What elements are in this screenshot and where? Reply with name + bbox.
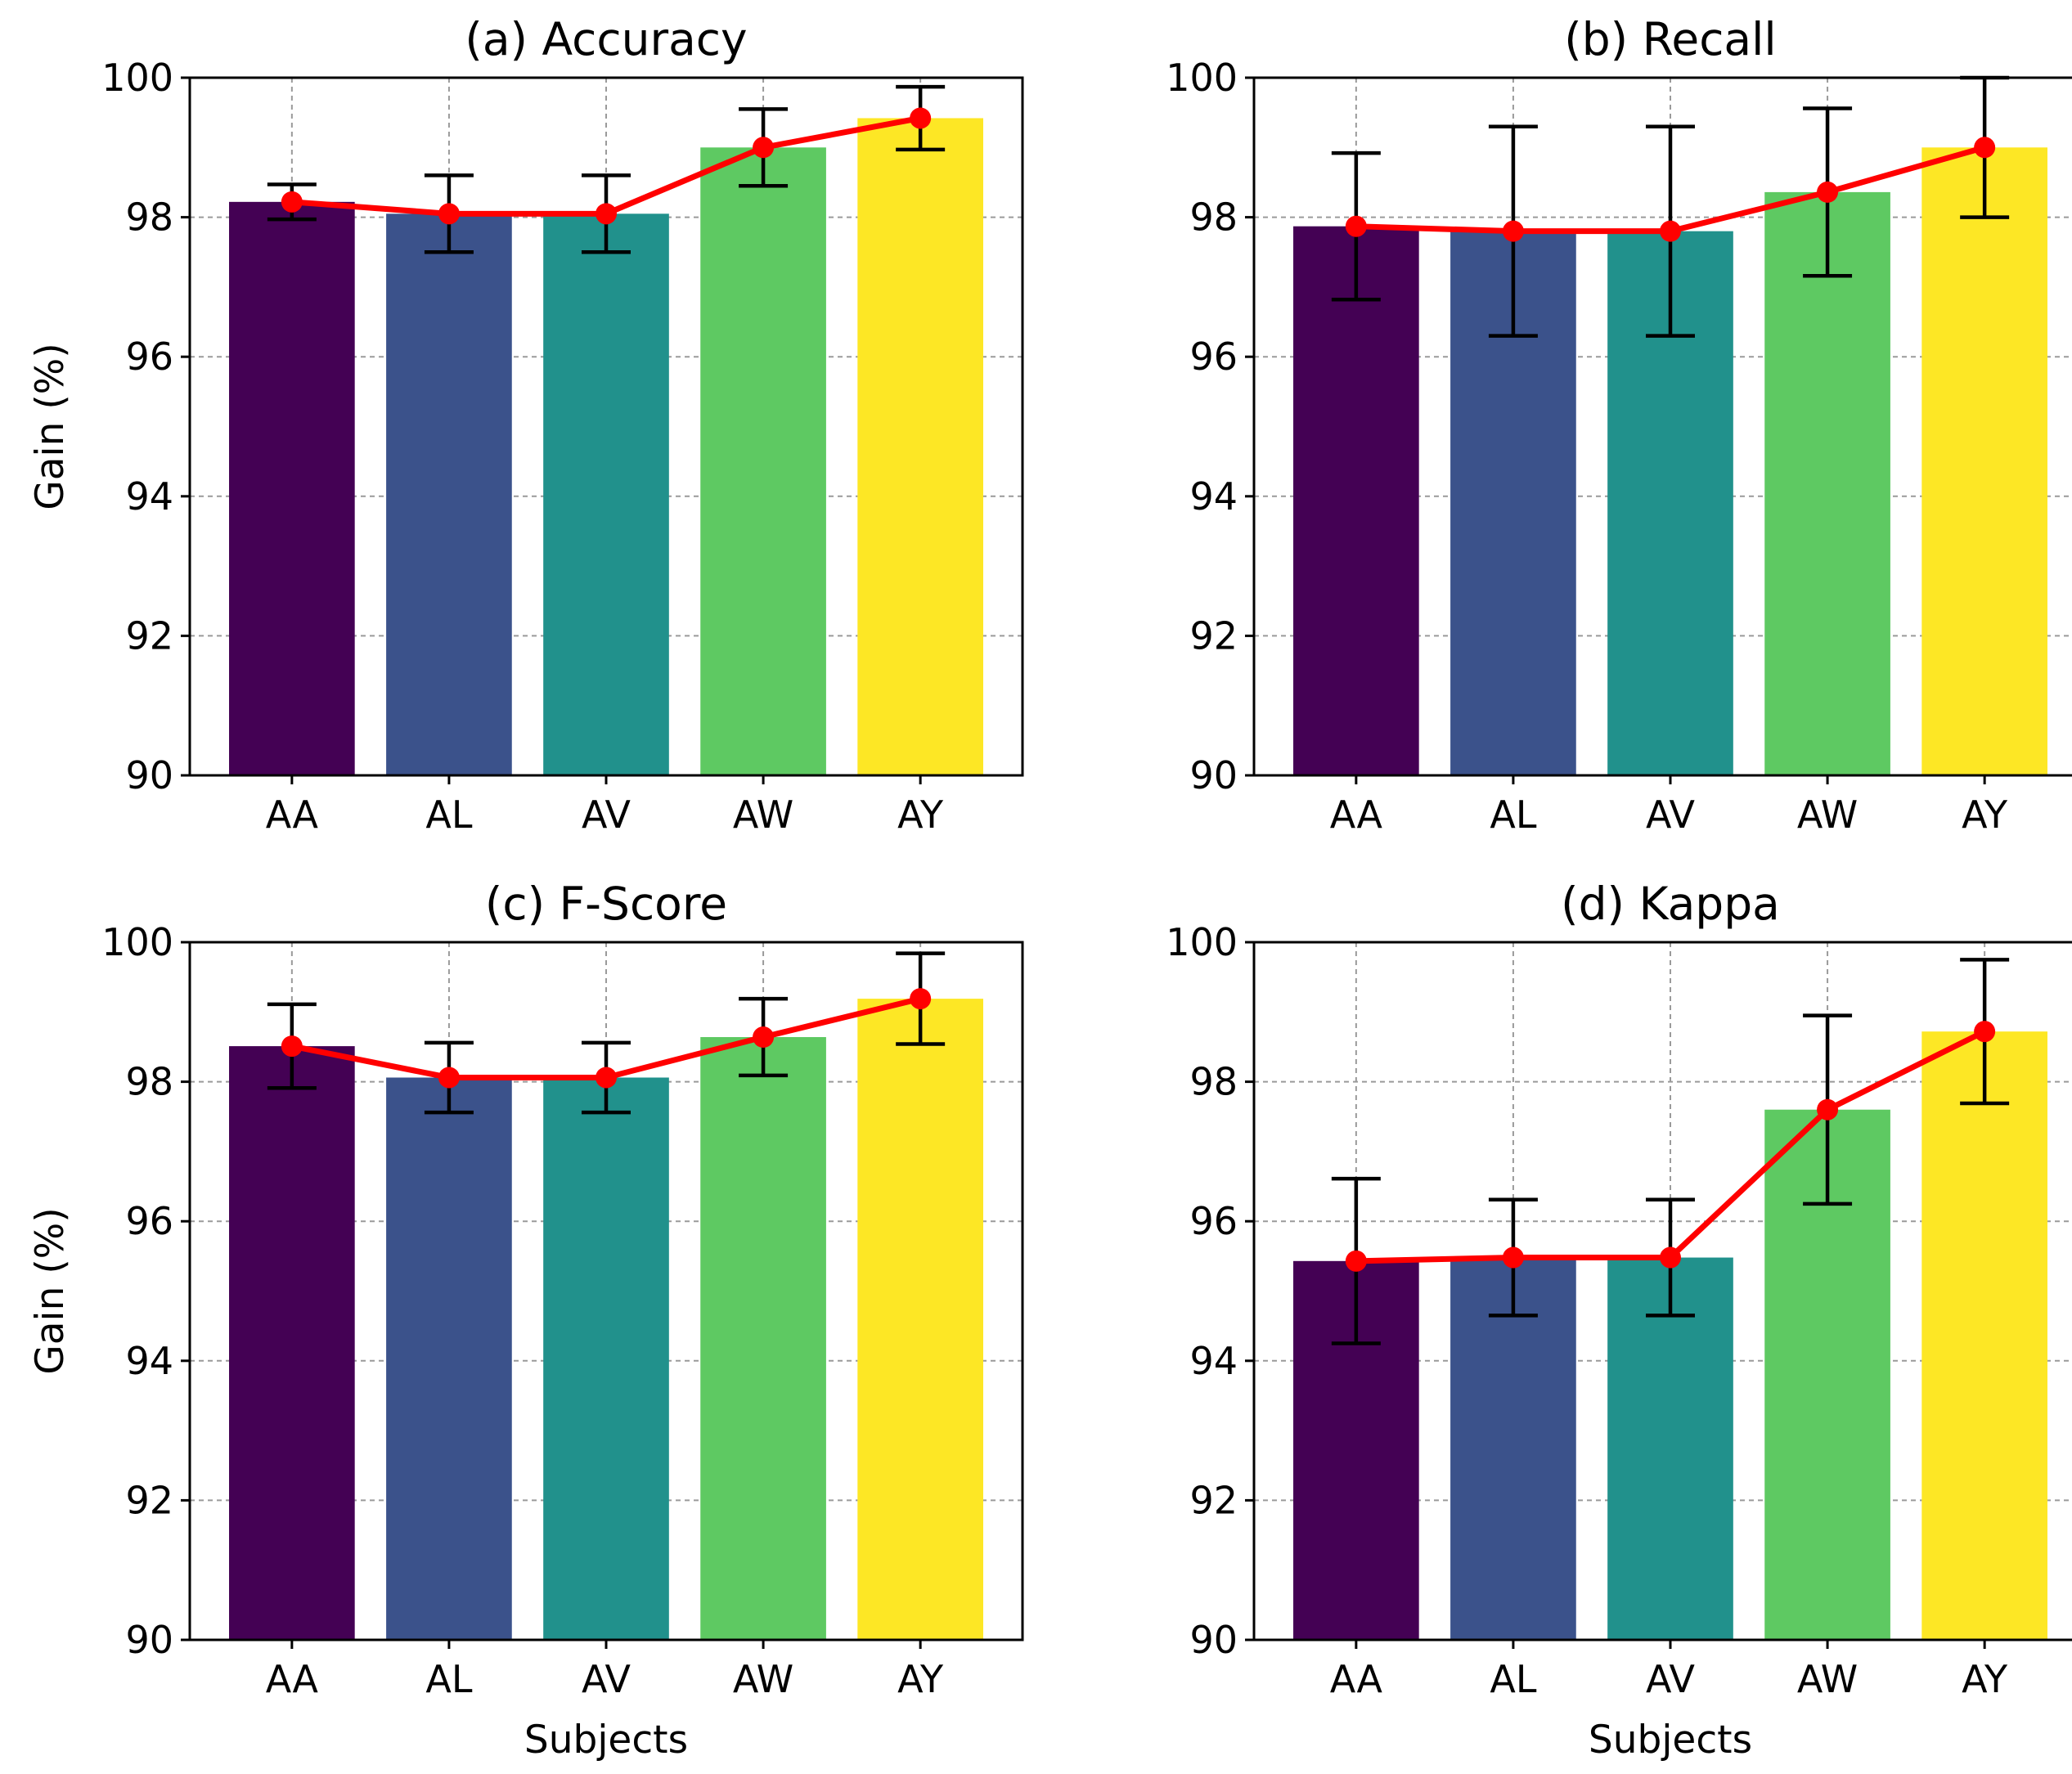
- trend-marker: [753, 137, 775, 159]
- trend-marker: [1345, 1250, 1367, 1272]
- bar-av: [543, 213, 669, 776]
- bar-al: [386, 1077, 512, 1640]
- x-tick-label: AY: [897, 1657, 944, 1701]
- trend-marker: [753, 1026, 775, 1049]
- trend-marker: [1660, 1246, 1681, 1269]
- y-tick-label: 94: [125, 474, 173, 519]
- x-tick-label: AL: [1490, 793, 1536, 837]
- bar-aa: [1293, 226, 1419, 776]
- x-tick-label: AV: [1646, 793, 1696, 837]
- y-tick-label: 98: [125, 195, 173, 240]
- bar-av: [543, 1077, 669, 1640]
- trend-marker: [1345, 215, 1367, 237]
- y-tick-label: 92: [125, 613, 173, 658]
- bar-al: [386, 213, 512, 776]
- x-tick-label: AW: [1797, 1657, 1858, 1701]
- trend-marker: [1974, 1021, 1996, 1043]
- panel-title: (d) Kappa: [1561, 878, 1780, 930]
- bar-ay: [1921, 1031, 2047, 1640]
- panel-title: (a) Accuracy: [465, 13, 747, 65]
- x-tick-label: AY: [1962, 793, 2008, 837]
- x-tick-label: AW: [733, 793, 793, 837]
- panel-title: (b) Recall: [1564, 13, 1776, 65]
- y-axis-label: Gain (%): [28, 343, 73, 510]
- y-axis-label: Gain (%): [28, 1207, 73, 1374]
- x-tick-label: AW: [1797, 793, 1858, 837]
- x-tick-label: AV: [1646, 1657, 1696, 1701]
- panel-kappa: 90 92 94 96 98 100 AA AL AV AW AY (d) Kappa Subjects: [1166, 878, 2072, 1763]
- x-tick-label: AA: [266, 1657, 319, 1701]
- trend-marker: [1817, 1098, 1839, 1121]
- x-tick-label: AL: [425, 793, 472, 837]
- y-tick-label: 100: [101, 920, 173, 964]
- panel-accuracy: 90 92 94 96 98 100 AA AL AV AW AY (a) Accuracy Gain …: [28, 13, 1024, 837]
- trend-marker: [910, 988, 932, 1010]
- y-tick-label: 96: [125, 335, 173, 379]
- panel-f-score: 90 92 94 96 98 100 AA AL AV AW AY (c) F-Score Gain (…: [28, 878, 1024, 1763]
- y-tick-label: 92: [1189, 613, 1238, 658]
- y-tick-label: 100: [1166, 56, 1238, 100]
- trend-marker: [1502, 1246, 1524, 1269]
- x-axis-label: Subjects: [1589, 1718, 1752, 1763]
- x-tick-label: AV: [582, 1657, 631, 1701]
- y-tick-label: 96: [1189, 1199, 1238, 1243]
- y-tick-label: 100: [101, 56, 173, 100]
- bar-aw: [700, 1037, 826, 1640]
- bar-aa: [229, 201, 355, 776]
- y-tick-label: 90: [125, 753, 173, 797]
- bar-ay: [857, 999, 983, 1640]
- trend-marker: [438, 1067, 460, 1089]
- x-tick-label: AA: [1330, 1657, 1383, 1701]
- x-tick-label: AY: [897, 793, 944, 837]
- bar-aa: [229, 1046, 355, 1640]
- trend-marker: [1502, 220, 1524, 242]
- y-tick-label: 96: [1189, 335, 1238, 379]
- y-tick-label: 90: [1189, 753, 1238, 797]
- y-tick-label: 92: [1189, 1478, 1238, 1522]
- x-axis-label: Subjects: [524, 1718, 688, 1763]
- y-tick-label: 98: [125, 1060, 173, 1104]
- x-tick-label: AL: [425, 1657, 472, 1701]
- y-tick-label: 90: [125, 1618, 173, 1662]
- bar-av: [1607, 1257, 1733, 1640]
- y-tick-label: 98: [1189, 195, 1238, 240]
- y-tick-label: 92: [125, 1478, 173, 1522]
- x-tick-label: AW: [733, 1657, 793, 1701]
- panel-title: (c) F-Score: [485, 878, 727, 930]
- trend-marker: [910, 107, 932, 129]
- bar-ay: [857, 118, 983, 775]
- x-tick-label: AV: [582, 793, 631, 837]
- trend-marker: [281, 191, 303, 213]
- trend-marker: [281, 1035, 303, 1058]
- trend-marker: [1660, 220, 1681, 242]
- trend-marker: [1817, 181, 1839, 203]
- y-tick-label: 98: [1189, 1060, 1238, 1104]
- panel-recall: 90 92 94 96 98 100 AA AL AV AW AY (b) Recall: [1166, 13, 2072, 837]
- bar-aw: [1764, 191, 1890, 776]
- x-tick-label: AL: [1490, 1657, 1536, 1701]
- trend-marker: [1974, 137, 1996, 159]
- y-tick-label: 94: [1189, 1339, 1238, 1383]
- trend-marker: [596, 1067, 617, 1089]
- trend-marker: [438, 203, 460, 225]
- y-tick-label: 100: [1166, 920, 1238, 964]
- y-tick-label: 90: [1189, 1618, 1238, 1662]
- bar-ay: [1921, 147, 2047, 776]
- x-tick-label: AY: [1962, 1657, 2008, 1701]
- trend-marker: [596, 203, 617, 225]
- x-tick-label: AA: [266, 793, 319, 837]
- bar-aw: [700, 147, 826, 776]
- y-tick-label: 94: [1189, 474, 1238, 519]
- bar-al: [1450, 1257, 1576, 1640]
- x-tick-label: AA: [1330, 793, 1383, 837]
- y-tick-label: 94: [125, 1339, 173, 1383]
- y-tick-label: 96: [125, 1199, 173, 1243]
